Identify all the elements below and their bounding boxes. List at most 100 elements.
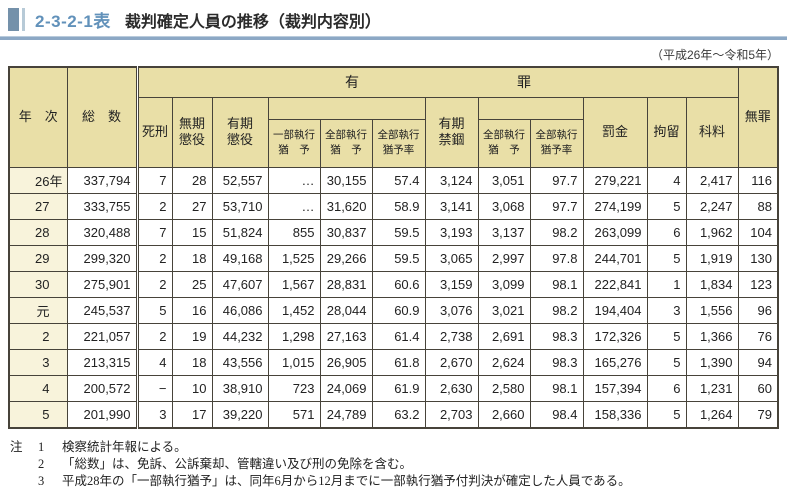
cell-partial-suspension: 723 [267, 374, 321, 402]
col-header-detention: 拘留 [646, 96, 687, 168]
cell-life-imprisonment: 18 [171, 244, 213, 272]
cell-fine: 279,221 [582, 166, 648, 194]
cell-death-penalty: − [136, 374, 173, 402]
cell-full-suspension-rate: 59.5 [371, 244, 426, 272]
cell-life-imprisonment: 16 [171, 296, 213, 324]
cell-year: 29 [8, 244, 68, 272]
cell-full-suspension: 27,163 [319, 322, 373, 350]
cell-confinement-full-suspension: 3,068 [477, 192, 531, 220]
table-row: 4 200,572−10 38,910 723 24,069 61.9 2,630 2,580… [8, 374, 779, 402]
note-label [10, 456, 38, 473]
cell-petty-fine: 1,556 [685, 296, 739, 324]
cell-fixed-term-confinement: 3,141 [424, 192, 479, 220]
cell-confinement-full-suspension-rate: 98.2 [529, 218, 584, 246]
cell-full-suspension-rate: 60.9 [371, 296, 426, 324]
col-header-not-guilty: 無罪 [737, 66, 779, 168]
cell-year: 26年 [8, 166, 68, 194]
cell-partial-suspension: 1,567 [267, 270, 321, 298]
cell-year: 元 [8, 296, 68, 324]
note-row: 注 1 検察統計年報による。 [10, 439, 787, 456]
cell-petty-fine: 1,366 [685, 322, 739, 350]
cell-fixed-term-imprisonment: 44,232 [211, 322, 269, 350]
header-spacer-confinement [477, 96, 584, 120]
cell-confinement-full-suspension: 2,660 [477, 400, 531, 428]
table-number: 2-3-2-1表 [35, 12, 111, 31]
cell-full-suspension: 30,155 [319, 166, 373, 194]
table-row: 30 275,901 2 25 47,607 1,567 28,831 60.6 3,159 3,… [8, 270, 779, 298]
cell-not-guilty: 116 [737, 166, 779, 194]
col-header-confinement-full-suspension-rate: 全部執行 猶予率 [529, 118, 584, 168]
cell-full-suspension-rate: 61.9 [371, 374, 426, 402]
cell-death-penalty: 7 [136, 166, 173, 194]
cell-petty-fine: 1,390 [685, 348, 739, 376]
cell-confinement-full-suspension-rate: 98.2 [529, 296, 584, 324]
cell-confinement-full-suspension: 2,997 [477, 244, 531, 272]
table-body: 26年 337,794 7 28 52,557… 30,155 57.4 3,124 3,051… [8, 166, 779, 428]
cell-partial-suspension: 855 [267, 218, 321, 246]
header-spacer-imprisonment [267, 96, 426, 120]
cell-fixed-term-imprisonment: 43,556 [211, 348, 269, 376]
note-row: 3 平成28年の「一部執行猶予」は、同年6月から12月までに一部執行猶予付判決が確… [10, 473, 787, 490]
title-divider [0, 36, 787, 40]
cell-death-penalty: 2 [136, 322, 173, 350]
note-number: 1 [38, 439, 45, 454]
cell-confinement-full-suspension-rate: 98.4 [529, 400, 584, 428]
cell-petty-fine: 1,962 [685, 218, 739, 246]
col-header-full-suspension: 全部執行 猶 予 [319, 118, 373, 168]
col-header-death-penalty: 死刑 [136, 96, 173, 168]
cell-fixed-term-imprisonment: 52,557 [211, 166, 269, 194]
cell-detention: 5 [646, 244, 687, 272]
cell-full-suspension-rate: 63.2 [371, 400, 426, 428]
table-marker-icon [8, 8, 25, 31]
cell-detention: 5 [646, 322, 687, 350]
cell-total: 221,057 [66, 322, 139, 350]
cell-detention: 6 [646, 374, 687, 402]
cell-fixed-term-confinement: 2,738 [424, 322, 479, 350]
cell-full-suspension-rate: 61.8 [371, 348, 426, 376]
cell-fixed-term-imprisonment: 39,220 [211, 400, 269, 428]
cell-detention: 3 [646, 296, 687, 324]
cell-petty-fine: 2,417 [685, 166, 739, 194]
note-row: 2 「総数」は、免訴、公訴棄却、管轄違い及び刑の免除を含む。 [10, 456, 787, 473]
cell-partial-suspension: … [267, 166, 321, 194]
cell-confinement-full-suspension-rate: 97.7 [529, 192, 584, 220]
cell-partial-suspension: 1,452 [267, 296, 321, 324]
cell-fixed-term-confinement: 3,159 [424, 270, 479, 298]
table-row: 3 213,315 4 18 43,556 1,015 26,905 61.8 2,670 2,6… [8, 348, 779, 376]
table-row: 2 221,057 2 19 44,232 1,298 27,163 61.4 2,738 2,6… [8, 322, 779, 350]
cell-petty-fine: 2,247 [685, 192, 739, 220]
cell-not-guilty: 96 [737, 296, 779, 324]
cell-petty-fine: 1,264 [685, 400, 739, 428]
cell-life-imprisonment: 17 [171, 400, 213, 428]
notes: 注 1 検察統計年報による。 2 「総数」は、免訴、公訴棄却、管轄違い及び刑の免除を含む… [10, 439, 787, 490]
cell-confinement-full-suspension: 2,624 [477, 348, 531, 376]
note-text: 平成28年の「一部執行猶予」は、同年6月から12月までに一部執行猶予付判決が確定… [62, 473, 631, 488]
cell-fixed-term-imprisonment: 49,168 [211, 244, 269, 272]
cell-not-guilty: 79 [737, 400, 779, 428]
cell-full-suspension-rate: 58.9 [371, 192, 426, 220]
cell-full-suspension: 30,837 [319, 218, 373, 246]
period-label: （平成26年～令和5年） [650, 48, 779, 62]
cell-fine: 172,326 [582, 322, 648, 350]
cell-not-guilty: 88 [737, 192, 779, 220]
table-row: 28 320,488 7 15 51,824 855 30,837 59.5 3,193 3,13… [8, 218, 779, 246]
cell-fine: 165,276 [582, 348, 648, 376]
cell-full-suspension: 29,266 [319, 244, 373, 272]
cell-partial-suspension: 1,298 [267, 322, 321, 350]
cell-not-guilty: 130 [737, 244, 779, 272]
cell-fixed-term-confinement: 3,193 [424, 218, 479, 246]
cell-total: 337,794 [66, 166, 139, 194]
cell-life-imprisonment: 10 [171, 374, 213, 402]
cell-detention: 5 [646, 348, 687, 376]
cell-partial-suspension: 571 [267, 400, 321, 428]
cell-fine: 244,701 [582, 244, 648, 272]
cell-full-suspension-rate: 61.4 [371, 322, 426, 350]
cell-death-penalty: 4 [136, 348, 173, 376]
cell-petty-fine: 1,231 [685, 374, 739, 402]
cell-partial-suspension: 1,525 [267, 244, 321, 272]
cell-death-penalty: 3 [136, 400, 173, 428]
cell-life-imprisonment: 27 [171, 192, 213, 220]
cell-detention: 6 [646, 218, 687, 246]
cell-not-guilty: 60 [737, 374, 779, 402]
cell-confinement-full-suspension: 2,580 [477, 374, 531, 402]
